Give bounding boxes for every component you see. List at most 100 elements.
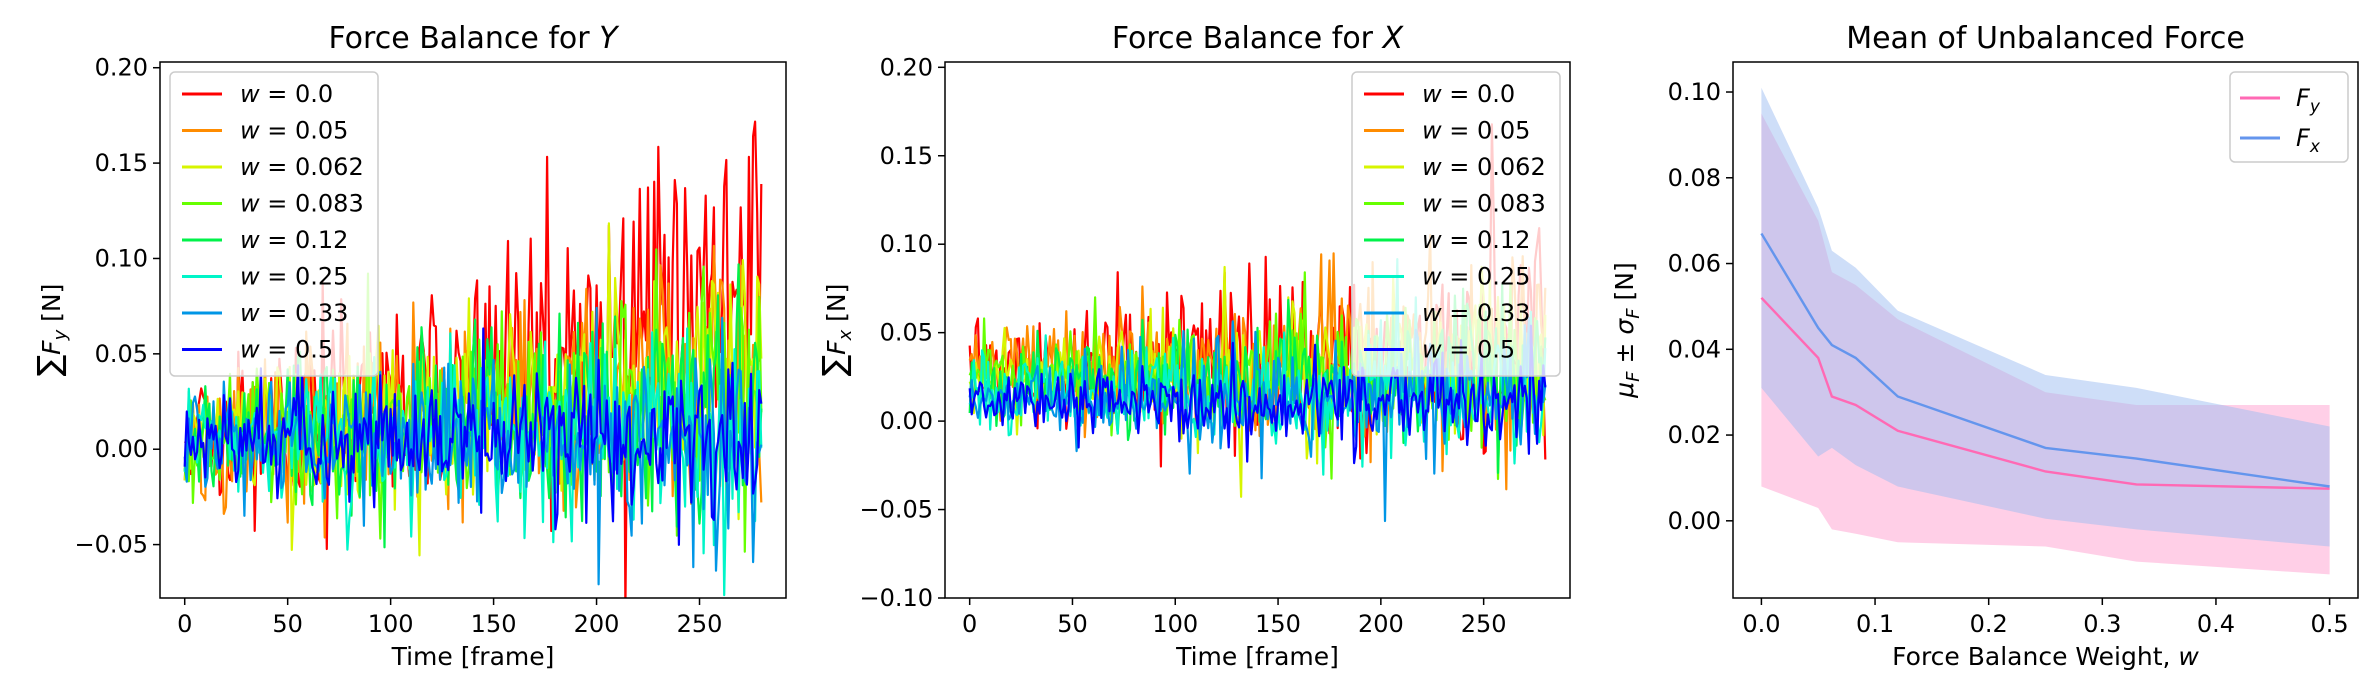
x-tick-label: 250 [677, 610, 723, 638]
x-tick-label: 250 [1461, 610, 1507, 638]
y-tick-label: 0.02 [1668, 421, 1721, 449]
legend-box [1351, 71, 1561, 377]
series-line-w-0-33 [968, 316, 1547, 523]
y-label-unit: [N] [822, 284, 851, 330]
legend-symbol: w [1422, 263, 1442, 291]
x-label-variable: w [2178, 642, 2199, 671]
legend-label: w = 0.083 [1422, 190, 1546, 218]
legend-symbol: F [2296, 84, 2311, 112]
x-tick-label: 150 [471, 610, 517, 638]
legend-value: = 0.083 [260, 190, 364, 218]
title-variable: X [1381, 21, 1405, 56]
legend-symbol: w [1422, 336, 1442, 364]
legend-label: w = 0.33 [240, 299, 348, 327]
legend-symbol: w [240, 80, 260, 108]
y-tick-label: −0.05 [74, 531, 148, 559]
x-tick-label: 0.3 [2083, 610, 2121, 638]
series-line-w-0-5 [968, 324, 1547, 465]
y-label-sigma: σ [1610, 318, 1639, 335]
y-tick-label: −0.10 [859, 584, 933, 612]
axes-frame [159, 61, 787, 599]
x-tick-label: 100 [1152, 610, 1198, 638]
legend: Fy Fx [2229, 71, 2349, 163]
y-label-unit: [N] [37, 284, 66, 330]
force-balance-x-plot: 0 50 100 150 200 250 −0.10 −0.05 0.00 0.05 0.10 0.1… [815, 21, 1571, 671]
legend-symbol: w [1422, 299, 1442, 327]
y-label-subscript: y [50, 329, 71, 341]
legend-symbol: w [240, 336, 260, 364]
legend-label: w = 0.5 [1422, 336, 1515, 364]
x-tick-label: 100 [368, 610, 414, 638]
y-tick-label: 0.06 [1668, 250, 1721, 278]
legend-value: = 0.062 [1442, 153, 1546, 181]
legend-label: w = 0.05 [240, 117, 348, 145]
legend-symbol: w [1422, 190, 1442, 218]
title-variable: Y [599, 21, 620, 56]
y-axis-label: ∑Fy [N] [30, 284, 71, 377]
legend-label: w = 0.12 [240, 226, 348, 254]
y-label-symbol: F [822, 340, 851, 355]
x-axis-label: Force Balance Weight, w [1892, 642, 2199, 671]
mean-line-f-y [1760, 296, 2330, 490]
legend-label: w = 0.25 [240, 263, 348, 291]
y-label-sub: F [1623, 371, 1644, 382]
legend-symbol: w [240, 190, 260, 218]
y-tick-label: 0.10 [95, 244, 148, 272]
legend-symbol: w [240, 153, 260, 181]
x-tick-label: 50 [1057, 610, 1088, 638]
x-tick-label: 0 [962, 610, 977, 638]
y-tick-label: 0.10 [1668, 78, 1721, 106]
x-tick-label: 0.0 [1742, 610, 1780, 638]
x-tick-label: 150 [1255, 610, 1301, 638]
y-label-sum: ∑ [815, 355, 853, 377]
legend-symbol: w [240, 117, 260, 145]
y-axis-label: ∑Fx [N] [815, 284, 856, 377]
mean-unbalanced-force-plot: 0.0 0.1 0.2 0.3 0.4 0.5 0.00 0.02 0.04 0.06 0.08 0.… [1610, 21, 2359, 671]
x-axis-label: Time [frame] [1175, 642, 1339, 671]
y-label-symbol: F [37, 340, 66, 355]
y-tick-label: 0.00 [95, 435, 148, 463]
legend-subscript: y [2309, 97, 2321, 117]
y-tick-label: 0.05 [880, 319, 933, 347]
y-tick-label: 0.15 [95, 149, 148, 177]
mean-line-f-x [1760, 232, 2330, 488]
y-label-unit: [N] [1610, 262, 1639, 308]
legend-label: w = 0.5 [240, 336, 333, 364]
y-tick-label: 0.04 [1668, 335, 1721, 363]
y-tick-label: −0.05 [859, 496, 933, 524]
y-axis-label: μF ± σF [N] [1610, 262, 1644, 398]
y-label-sub: F [1623, 308, 1644, 319]
x-tick-label: 50 [272, 610, 303, 638]
legend-box [169, 71, 379, 377]
y-label-pm: ± [1610, 335, 1639, 372]
chart-title: Force Balance for X [1112, 21, 1405, 56]
legend-label: w = 0.062 [1422, 153, 1546, 181]
y-tick-label: 0.20 [880, 53, 933, 81]
y-tick-label: 0.00 [880, 407, 933, 435]
legend-value: = 0.33 [1442, 299, 1531, 327]
legend-value: = 0.5 [260, 336, 334, 364]
legend-label: Fx [2296, 124, 2321, 157]
legend-label: w = 0.12 [1422, 226, 1530, 254]
series-lines [183, 120, 763, 598]
legend-label: w = 0.05 [1422, 117, 1530, 145]
legend-label: w = 0.25 [1422, 263, 1530, 291]
legend-value: = 0.062 [260, 153, 364, 181]
legend-symbol: w [1422, 117, 1442, 145]
legend-value: = 0.0 [260, 80, 334, 108]
legend-label: w = 0.0 [1422, 80, 1515, 108]
y-label-sum: ∑ [30, 355, 68, 377]
y-tick-label: 0.20 [95, 54, 148, 82]
y-tick-label: 0.05 [95, 340, 148, 368]
title-text: Force Balance for [328, 21, 599, 56]
x-tick-label: 200 [574, 610, 620, 638]
y-label-subscript: x [835, 329, 856, 341]
x-tick-label: 200 [1358, 610, 1404, 638]
legend-value: = 0.25 [260, 263, 349, 291]
y-tick-label: 0.00 [1668, 507, 1721, 535]
chart-title: Mean of Unbalanced Force [1846, 21, 2245, 56]
legend-symbol: w [1422, 80, 1442, 108]
x-tick-label: 0.4 [2197, 610, 2235, 638]
